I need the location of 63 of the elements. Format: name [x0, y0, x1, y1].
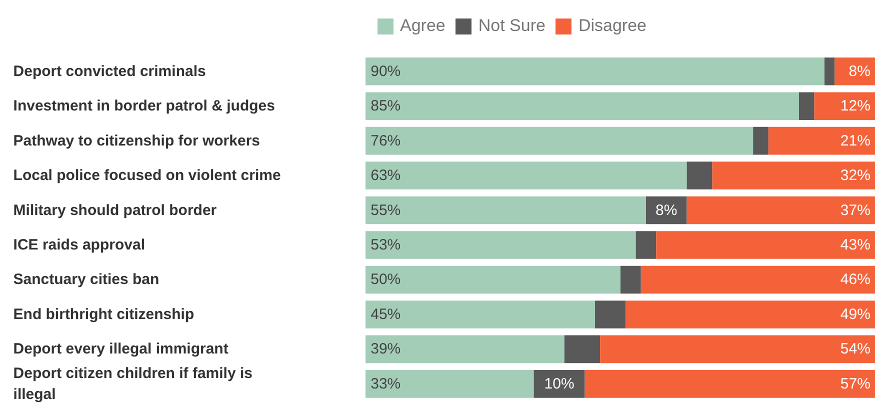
data-label: 43%	[840, 236, 870, 254]
bar	[768, 126, 875, 155]
y-tick-label: Deport citizen children if family is illegal	[13, 364, 252, 404]
y-tick-label: Deport convicted criminals	[13, 62, 206, 80]
bar	[584, 370, 875, 398]
data-label: 32%	[840, 167, 870, 184]
bar	[640, 266, 875, 294]
data-label: 50%	[370, 271, 401, 288]
bar	[564, 335, 600, 364]
data-label: 90%	[370, 62, 401, 80]
data-label: 49%	[840, 306, 870, 323]
data-label: 57%	[840, 375, 870, 392]
bar	[366, 57, 824, 86]
y-tick-label: Military should patrol border	[13, 202, 217, 219]
y-tick-label: Sanctuary cities ban	[13, 271, 160, 288]
bar	[366, 300, 595, 328]
bar	[366, 92, 799, 120]
data-label: 37%	[840, 202, 870, 219]
data-label: 21%	[840, 132, 870, 150]
bar	[366, 231, 636, 259]
bar	[626, 300, 875, 328]
bar	[636, 231, 656, 259]
y-tick-label: Investment in border patrol & judges	[13, 98, 275, 115]
data-label: 33%	[370, 375, 401, 392]
y-tick-label: Deport every illegal immigrant	[13, 340, 228, 358]
y-tick-label: End birthright citizenship	[13, 306, 194, 323]
bar	[799, 92, 814, 120]
bar	[534, 370, 585, 398]
data-label: 63%	[370, 167, 401, 184]
data-label: 39%	[370, 340, 401, 358]
bar	[712, 162, 875, 190]
bar	[366, 335, 564, 364]
bar	[656, 231, 875, 259]
data-label: 76%	[370, 132, 401, 150]
legend-label: Disagree	[578, 16, 647, 36]
legend-label: Agree	[400, 16, 446, 36]
legend-label: Not Sure	[478, 16, 546, 36]
data-label: 45%	[370, 306, 401, 323]
bar	[366, 370, 534, 398]
data-label: 53%	[370, 236, 401, 254]
bar	[814, 92, 875, 120]
data-label: 46%	[840, 271, 870, 288]
bar	[753, 126, 768, 155]
bar	[620, 266, 641, 294]
bar	[824, 57, 835, 86]
y-tick-label: ICE raids approval	[13, 236, 145, 254]
bar	[595, 300, 626, 328]
data-label: 8%	[848, 62, 870, 80]
bar	[366, 162, 687, 190]
data-label: 10%	[544, 375, 574, 392]
bar	[366, 126, 754, 155]
bar	[366, 196, 646, 224]
data-label: 54%	[840, 340, 870, 358]
data-label: 12%	[840, 98, 870, 115]
y-tick-label: Pathway to citizenship for workers	[13, 132, 260, 150]
bar	[686, 196, 875, 224]
bar	[686, 162, 712, 190]
data-label: 55%	[370, 202, 401, 219]
bar	[600, 335, 875, 364]
bar	[366, 266, 620, 294]
y-tick-label: Local police focused on violent crime	[13, 167, 281, 184]
data-label: 85%	[370, 98, 401, 115]
data-label: 8%	[656, 202, 678, 219]
